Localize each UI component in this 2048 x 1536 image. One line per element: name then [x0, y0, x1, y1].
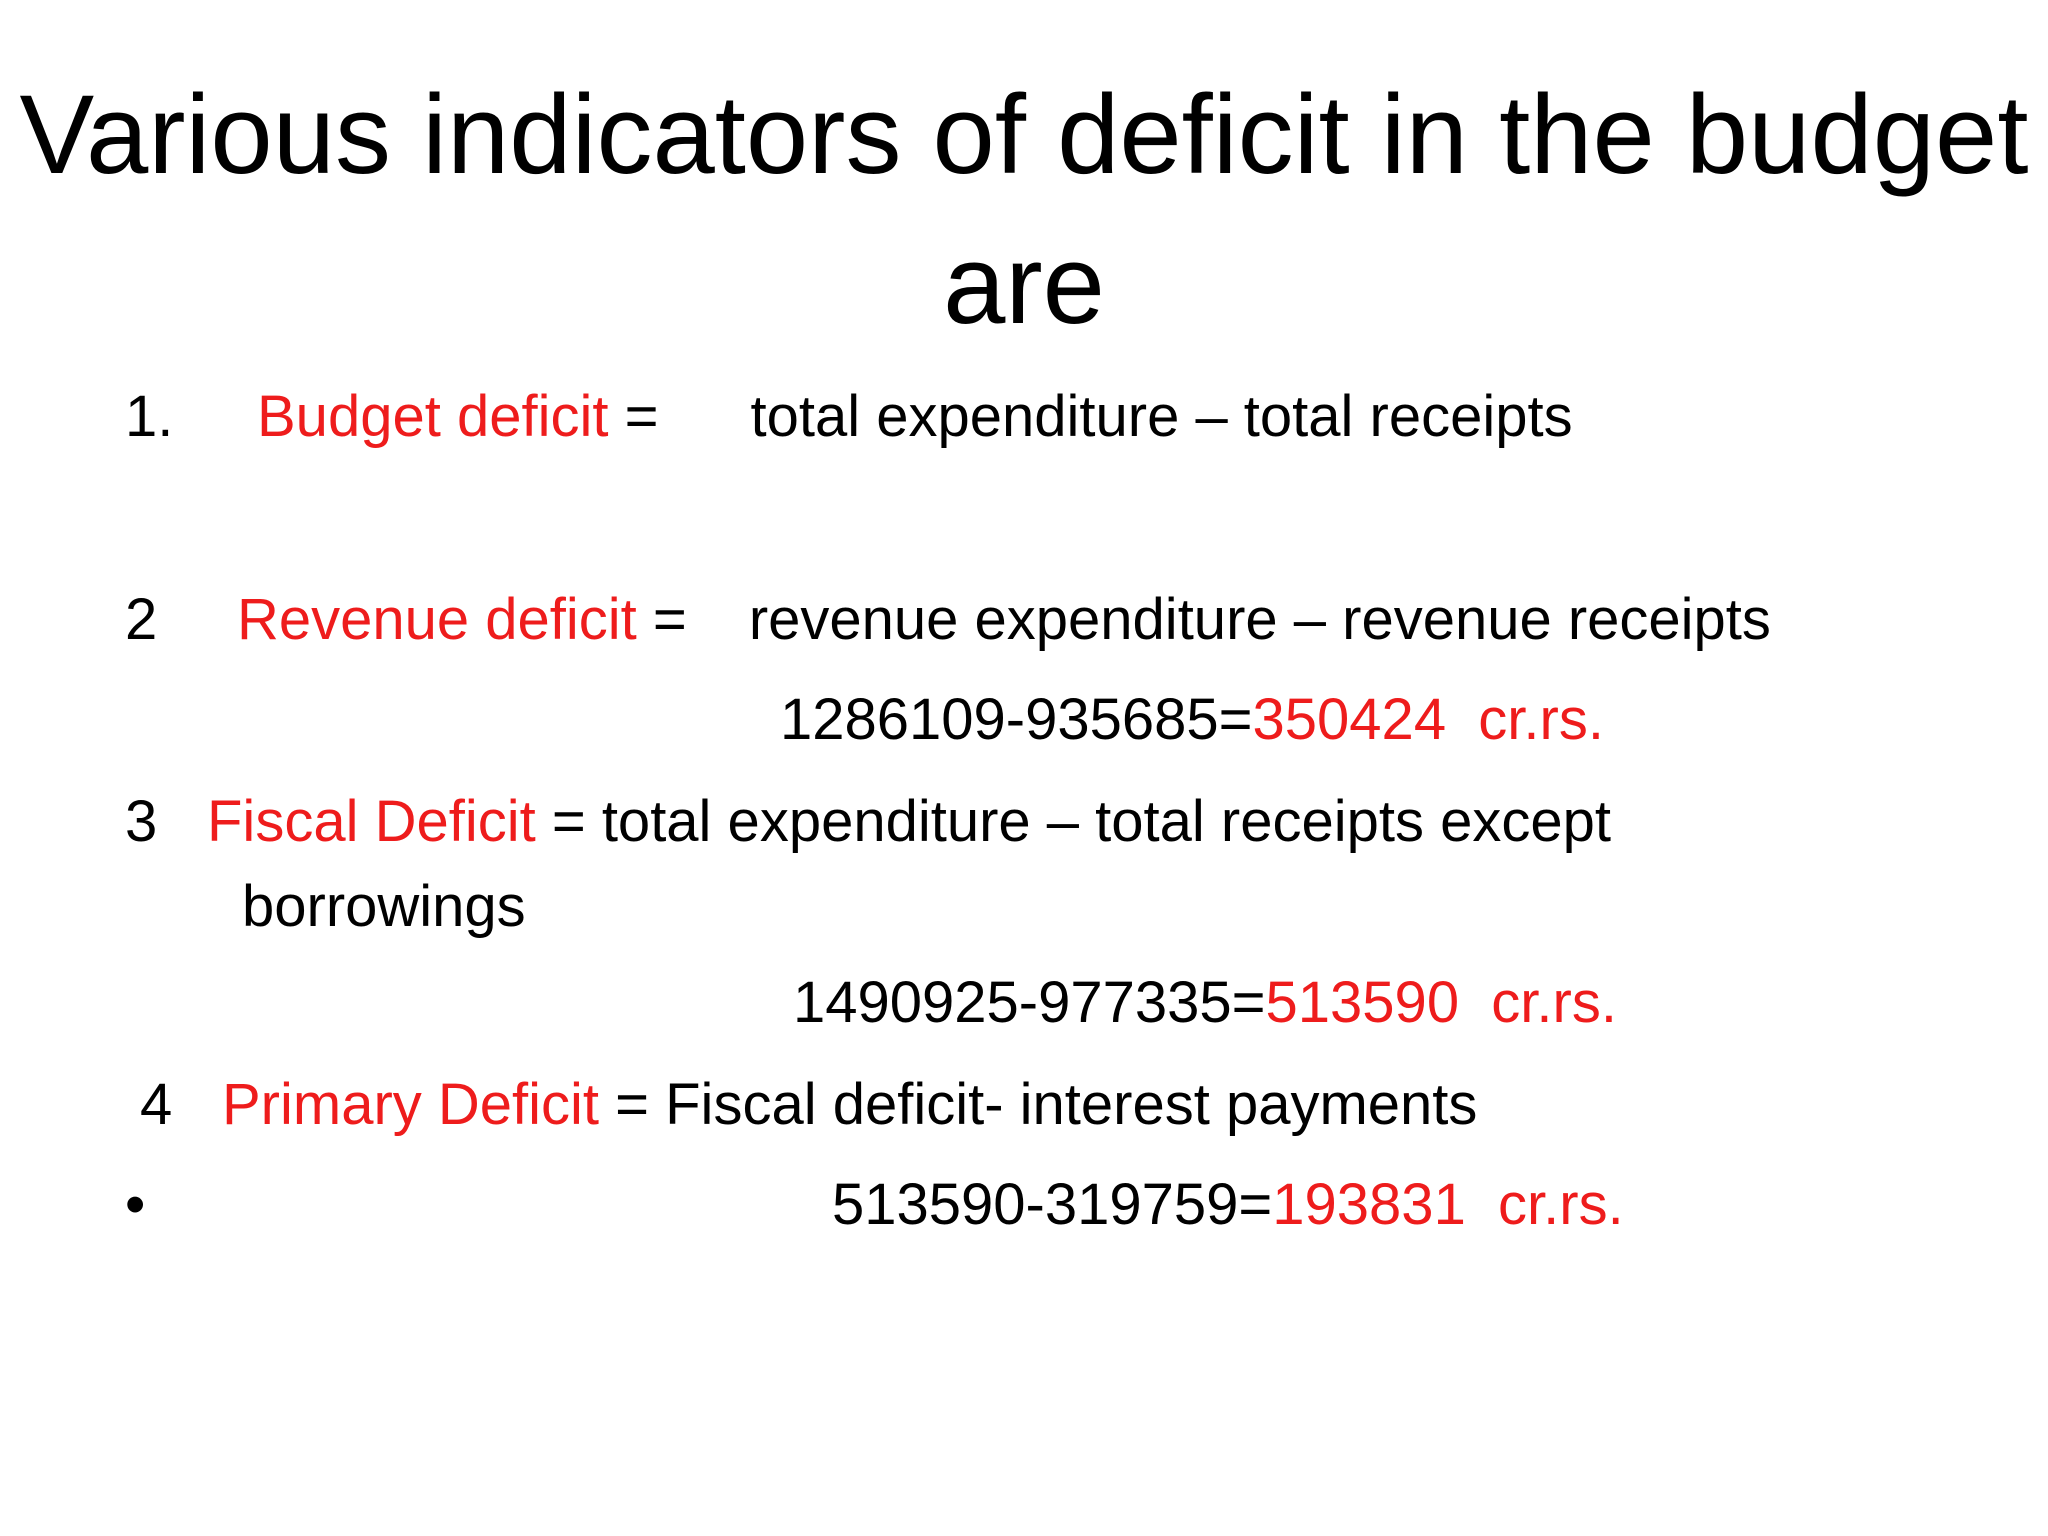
revenue-deficit-line: 2 Revenue deficit = revenue expenditure – …	[125, 585, 1771, 655]
fiscal-deficit-formula-continued: borrowings	[242, 872, 526, 942]
slide-title: Various indicators of deficit in the bud…	[0, 60, 2048, 360]
budget-deficit-term: Budget deficit	[257, 384, 609, 449]
item-number: 4	[140, 1072, 173, 1137]
revenue-deficit-term: Revenue deficit	[237, 587, 637, 652]
bullet-point: •	[125, 1172, 146, 1237]
calculation-result: 193831 cr.rs.	[1272, 1172, 1624, 1237]
equals-sign: =	[636, 587, 687, 652]
formula-continuation: borrowings	[242, 874, 526, 939]
calculation-expression: 1286109-935685=	[780, 687, 1253, 752]
calculation-expression: 513590-319759=	[832, 1172, 1273, 1237]
budget-deficit-line: 1. Budget deficit = total expenditure – to…	[125, 382, 1573, 452]
calculation-result: 350424 cr.rs.	[1252, 687, 1604, 752]
calculation-expression: 1490925-977335=	[793, 970, 1266, 1035]
item-number: 1.	[125, 384, 174, 449]
calculation-result: 513590 cr.rs.	[1265, 970, 1617, 1035]
item-number: 2	[125, 587, 158, 652]
primary-deficit-line: 4 Primary Deficit = Fiscal deficit- inter…	[140, 1070, 1477, 1140]
primary-deficit-calculation: • 513590-319759=193831 cr.rs.	[125, 1170, 1624, 1240]
fiscal-deficit-line: 3 Fiscal Deficit = total expenditure – to…	[125, 787, 1611, 857]
revenue-deficit-formula: revenue expenditure – revenue receipts	[748, 587, 1771, 652]
fiscal-deficit-formula: = total expenditure – total receipts exc…	[535, 789, 1611, 854]
budget-deficit-formula: total expenditure – total receipts	[750, 384, 1573, 449]
fiscal-deficit-term: Fiscal Deficit	[207, 789, 536, 854]
equals-sign: =	[608, 384, 659, 449]
primary-deficit-formula: = Fiscal deficit- interest payments	[599, 1072, 1478, 1137]
fiscal-deficit-calculation: 1490925-977335=513590 cr.rs.	[793, 968, 1617, 1038]
revenue-deficit-calculation: 1286109-935685=350424 cr.rs.	[780, 685, 1604, 755]
slide-title-text: Various indicators of deficit in the bud…	[19, 72, 2029, 347]
primary-deficit-term: Primary Deficit	[222, 1072, 600, 1137]
item-number: 3	[125, 789, 158, 854]
